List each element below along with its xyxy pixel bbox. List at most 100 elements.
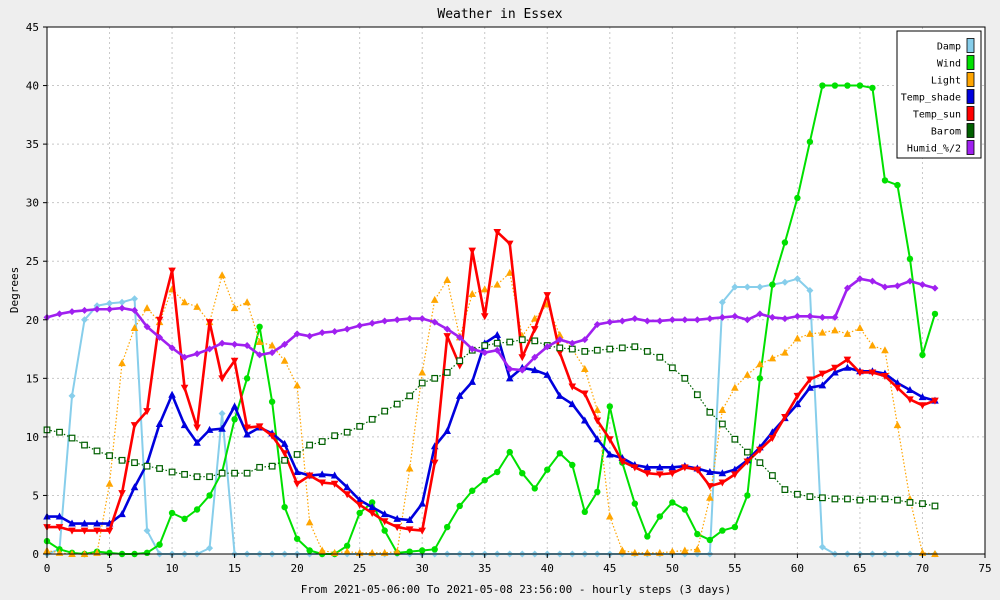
plot-border: [46, 26, 986, 555]
data-point-barom: [631, 343, 639, 351]
data-point-barom: [856, 496, 864, 504]
data-point-temp-shade: [843, 363, 852, 371]
data-point-temp-sun: [305, 472, 314, 480]
data-point-light: [480, 285, 489, 293]
data-point-wind: [168, 509, 176, 517]
data-point-light: [793, 334, 802, 342]
data-point-wind: [544, 466, 551, 473]
data-point-temp-sun: [543, 292, 552, 300]
series-temp-sun: [43, 228, 939, 535]
data-point-wind: [581, 508, 588, 516]
data-point-humid-2: [506, 365, 514, 373]
data-point-barom: [181, 470, 188, 478]
data-point-temp-sun: [393, 524, 401, 532]
data-point-wind: [831, 82, 839, 89]
data-point-barom: [143, 462, 151, 470]
data-point-light: [606, 512, 614, 520]
data-point-humid-2: [693, 316, 701, 324]
data-point-humid-2: [568, 339, 576, 347]
data-point-humid-2: [606, 318, 614, 326]
data-point-barom: [256, 463, 264, 471]
data-point-temp-sun: [530, 326, 539, 334]
series-line-light: [46, 272, 936, 555]
data-point-damp: [131, 295, 139, 303]
data-point-damp: [118, 298, 126, 306]
x-tick-label: 30: [416, 562, 429, 575]
data-point-barom: [781, 486, 789, 493]
data-point-temp-shade: [793, 400, 802, 408]
data-point-wind: [419, 547, 426, 554]
legend-swatch: [966, 72, 975, 87]
data-point-temp-sun: [843, 356, 852, 364]
x-tick-label: 55: [728, 562, 741, 575]
data-point-barom: [231, 469, 239, 477]
data-point-barom: [418, 379, 426, 387]
legend-swatch: [966, 38, 975, 53]
data-point-barom: [743, 448, 751, 456]
data-point-humid-2: [156, 333, 164, 341]
data-point-temp-sun: [380, 518, 389, 526]
data-point-wind: [731, 523, 739, 531]
data-point-light: [868, 341, 877, 349]
data-point-temp-sun: [718, 479, 727, 487]
data-point-humid-2: [231, 340, 239, 348]
data-point-barom: [81, 441, 88, 449]
data-point-temp-shade: [68, 519, 76, 527]
data-point-wind: [644, 533, 651, 540]
data-point-humid-2: [806, 312, 814, 320]
data-point-humid-2: [543, 343, 551, 351]
data-point-barom: [919, 500, 926, 508]
series-line-temp-sun: [47, 230, 936, 532]
data-point-temp-shade: [906, 386, 914, 394]
data-point-humid-2: [81, 306, 89, 314]
data-point-temp-sun: [443, 333, 452, 341]
data-point-light: [230, 304, 239, 312]
data-point-humid-2: [931, 284, 939, 292]
data-point-wind: [594, 488, 601, 496]
data-point-temp-shade: [918, 393, 927, 401]
data-point-humid-2: [306, 332, 314, 340]
x-tick-label: 40: [541, 562, 554, 575]
data-point-barom: [168, 468, 176, 476]
data-point-barom: [393, 400, 401, 408]
y-tick-label: 5: [32, 489, 39, 502]
data-point-light: [618, 546, 627, 554]
data-point-damp: [806, 287, 814, 294]
data-point-wind: [719, 527, 726, 534]
data-point-wind: [181, 515, 188, 523]
data-point-humid-2: [718, 313, 726, 321]
data-point-barom: [306, 441, 314, 449]
data-point-temp-sun: [681, 464, 689, 472]
data-point-wind: [706, 536, 714, 544]
data-point-temp-shade: [355, 496, 364, 504]
x-tick-label: 0: [44, 562, 51, 575]
data-point-humid-2: [493, 346, 501, 354]
data-point-humid-2: [456, 333, 464, 341]
data-point-barom: [493, 339, 501, 347]
data-point-temp-shade: [243, 430, 251, 438]
data-point-wind: [694, 530, 701, 538]
data-point-wind: [156, 541, 163, 548]
data-point-light: [681, 546, 689, 554]
data-point-humid-2: [256, 351, 264, 359]
data-point-wind: [356, 509, 363, 517]
data-point-light: [180, 298, 189, 306]
data-point-damp: [718, 298, 726, 306]
data-point-temp-shade: [606, 450, 614, 458]
data-point-temp-sun: [555, 349, 564, 357]
data-point-humid-2: [131, 306, 139, 314]
data-point-temp-sun: [781, 413, 789, 421]
data-point-temp-shade: [393, 514, 401, 522]
data-point-light: [693, 545, 702, 553]
data-point-light: [505, 268, 514, 276]
data-point-temp-sun: [368, 510, 376, 518]
data-point-wind: [143, 549, 151, 557]
data-point-wind: [456, 502, 463, 510]
data-point-humid-2: [918, 281, 926, 289]
data-point-wind: [681, 506, 689, 513]
data-point-humid-2: [443, 325, 451, 333]
data-point-humid-2: [418, 315, 426, 323]
data-point-temp-sun: [756, 446, 764, 454]
data-point-light: [731, 383, 739, 391]
data-point-light: [580, 364, 589, 372]
